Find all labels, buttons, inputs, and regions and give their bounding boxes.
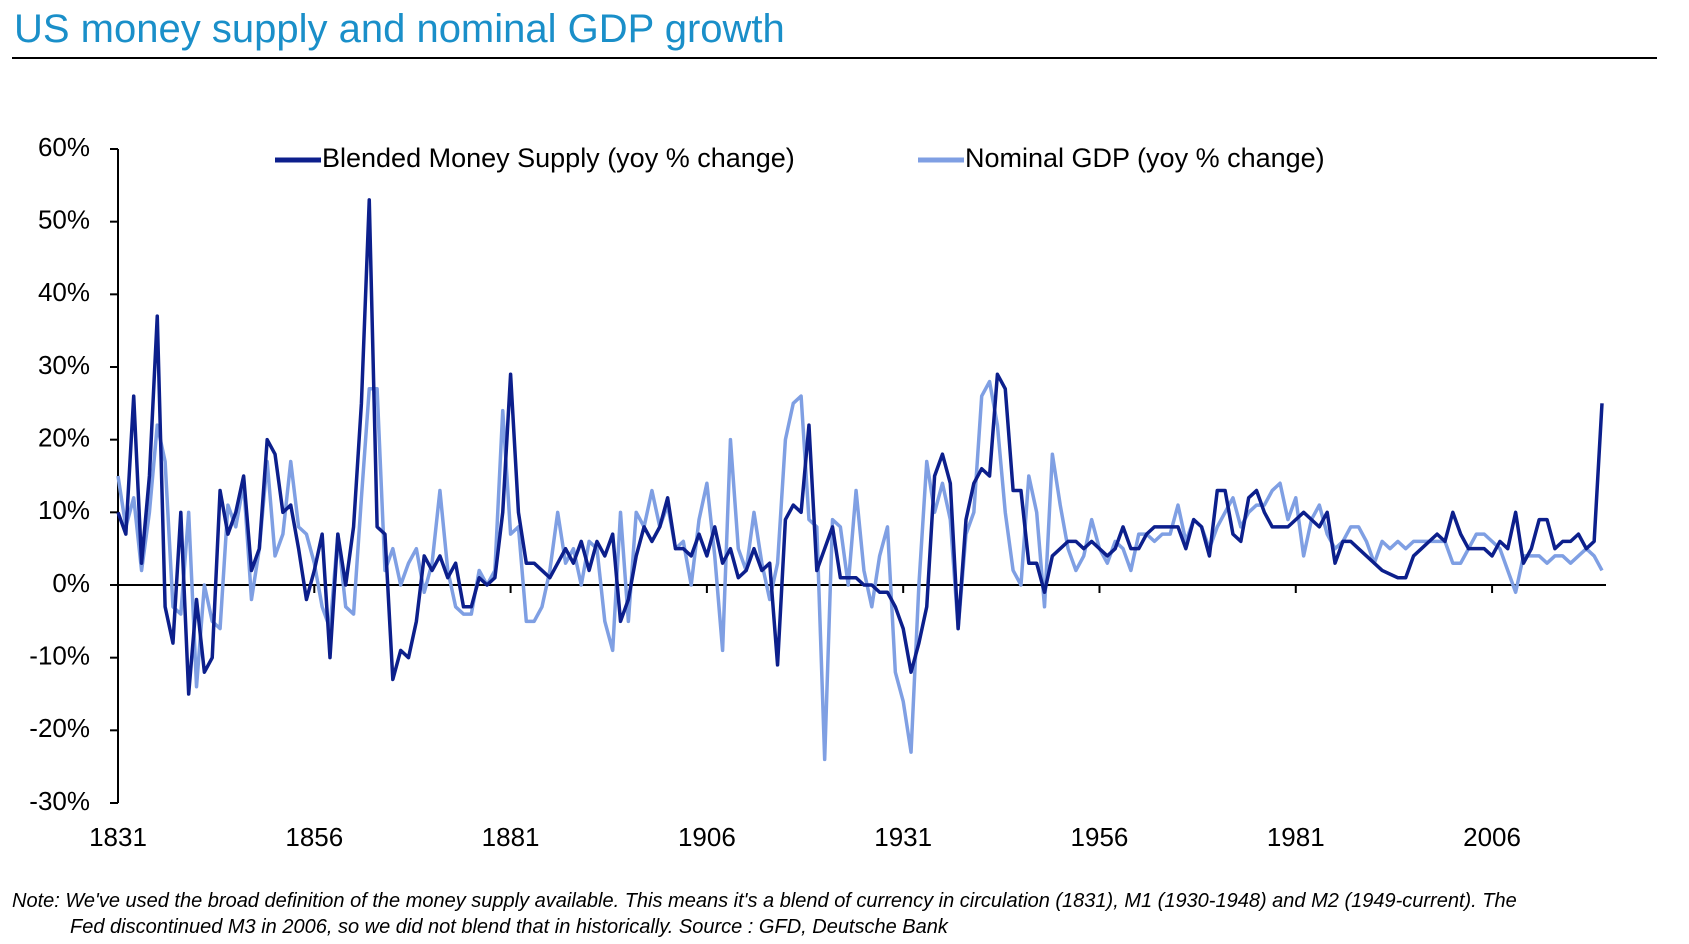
note-line: Note: We've used the broad definition of… <box>12 890 1517 912</box>
x-tick-label: 1956 <box>1071 822 1129 852</box>
y-tick-label: 30% <box>38 350 90 380</box>
y-tick-label: -10% <box>29 641 90 671</box>
legend-label: Blended Money Supply (yoy % change) <box>322 143 795 173</box>
series-line <box>116 198 1604 696</box>
y-tick-label: 50% <box>38 205 90 235</box>
x-tick-label: 1981 <box>1267 822 1325 852</box>
chart-title: US money supply and nominal GDP growth <box>14 7 785 51</box>
legend-label: Nominal GDP (yoy % change) <box>965 143 1325 173</box>
series-line <box>116 379 1604 762</box>
x-tick-label: 1931 <box>874 822 932 852</box>
x-tick-label: 2006 <box>1463 822 1521 852</box>
y-tick-label: 0% <box>52 568 90 598</box>
y-tick-label: 20% <box>38 423 90 453</box>
y-tick-label: 10% <box>38 495 90 525</box>
note-line: Fed discontinued M3 in 2006, so we did n… <box>70 916 949 938</box>
y-tick-label: -30% <box>29 786 90 816</box>
x-tick-label: 1881 <box>482 822 540 852</box>
x-tick-label: 1831 <box>89 822 147 852</box>
y-tick-label: 40% <box>38 277 90 307</box>
x-tick-label: 1856 <box>285 822 343 852</box>
y-tick-label: -20% <box>29 713 90 743</box>
y-tick-label: 60% <box>38 132 90 162</box>
x-tick-label: 1906 <box>678 822 736 852</box>
